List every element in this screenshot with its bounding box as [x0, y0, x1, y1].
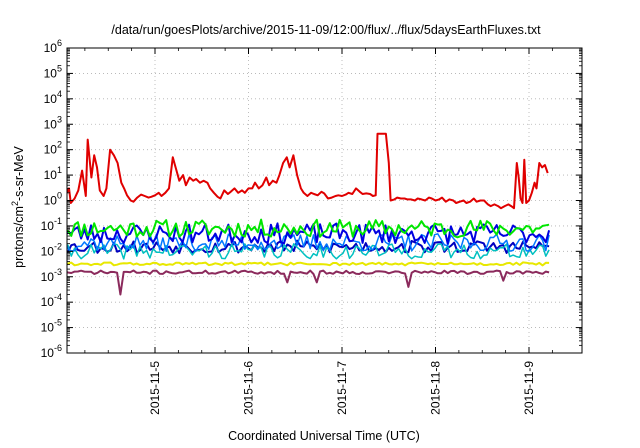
y-tick-label: 101 — [44, 165, 62, 182]
x-tick-label: 2015-11-9 — [522, 361, 536, 415]
y-axis-label: protons/cm2-s-sr-MeV — [10, 145, 26, 267]
y-tick-label: 100 — [44, 191, 62, 208]
series-line — [67, 239, 550, 255]
y-axis: 10-6 10-5 10-4 10-3 10-2 10-1 100 101 102 103 104 1… — [41, 38, 582, 360]
x-axis: 2015-11-5 2015-11-6 2015-11-7 2015-11-8 2015… — [84, 48, 553, 415]
y-tick-label: 103 — [44, 114, 62, 131]
series-group — [67, 132, 551, 296]
y-tick-label: 10-4 — [41, 292, 62, 309]
x-axis-label: Coordinated Universal Time (UTC) — [228, 429, 420, 443]
y-tick-label: 10-5 — [41, 318, 62, 335]
plot-area — [67, 48, 582, 353]
x-tick-label: 2015-11-5 — [148, 361, 162, 415]
y-tick-label: 104 — [44, 89, 62, 106]
y-tick-label: 106 — [44, 38, 62, 55]
y-tick-label: 10-1 — [41, 216, 62, 233]
y-tick-label: 10-6 — [41, 343, 62, 360]
chart-title: /data/run/goesPlots/archive/2015-11-09/1… — [111, 23, 541, 37]
series-line — [67, 261, 550, 267]
y-tick-label: 102 — [44, 140, 62, 157]
x-tick-label: 2015-11-8 — [429, 361, 443, 415]
y-tick-label: 10-3 — [41, 267, 62, 284]
series-line — [67, 269, 550, 296]
series-line — [67, 243, 550, 260]
x-tick-label: 2015-11-6 — [242, 361, 256, 415]
series-line — [67, 218, 550, 239]
series-line — [67, 233, 550, 253]
y-tick-label: 10-2 — [41, 241, 62, 258]
y-tick-label: 105 — [44, 63, 62, 80]
series-line — [67, 132, 549, 210]
x-tick-label: 2015-11-7 — [335, 361, 349, 415]
